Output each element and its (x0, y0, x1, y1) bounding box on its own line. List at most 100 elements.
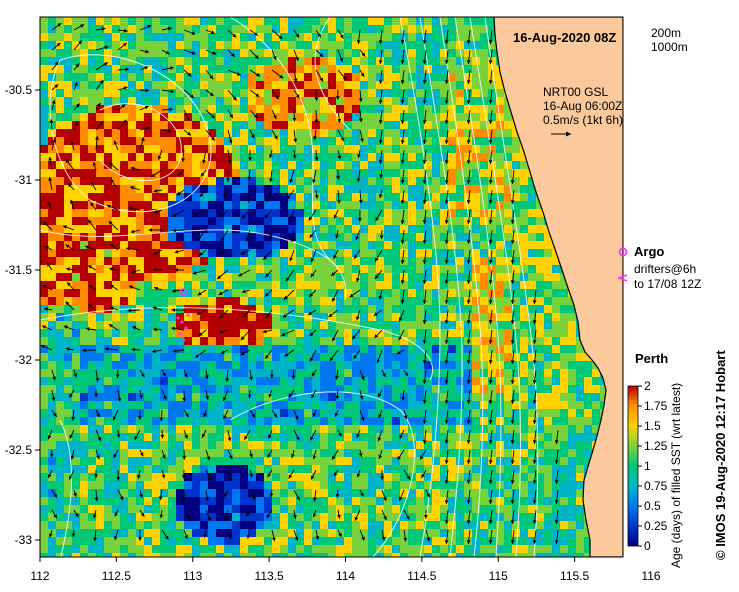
sst-pixel (456, 233, 464, 241)
sst-pixel (240, 49, 248, 57)
sst-pixel (408, 33, 416, 41)
sst-pixel (368, 49, 376, 57)
sst-pixel (544, 361, 552, 369)
sst-pixel (96, 185, 104, 193)
sst-pixel (104, 177, 112, 185)
sst-pixel (368, 241, 376, 249)
sst-pixel (272, 369, 280, 377)
sst-pixel (400, 121, 408, 129)
sst-pixel (96, 257, 104, 265)
sst-pixel (320, 257, 328, 265)
sst-pixel (176, 17, 184, 25)
sst-pixel (40, 57, 48, 65)
sst-pixel (448, 409, 456, 417)
sst-pixel (120, 217, 128, 225)
sst-pixel (200, 265, 208, 273)
sst-pixel (88, 281, 96, 289)
sst-pixel (208, 369, 216, 377)
sst-pixel (504, 289, 512, 297)
sst-pixel (256, 81, 264, 89)
sst-pixel (168, 25, 176, 33)
sst-pixel (392, 265, 400, 273)
sst-pixel (440, 369, 448, 377)
sst-pixel (168, 457, 176, 465)
sst-pixel (560, 505, 568, 513)
sst-pixel (352, 441, 360, 449)
sst-pixel (296, 209, 304, 217)
sst-pixel (552, 361, 560, 369)
sst-pixel (40, 553, 48, 557)
sst-pixel (296, 353, 304, 361)
sst-pixel (376, 153, 384, 161)
sst-pixel (112, 257, 120, 265)
sst-pixel (128, 65, 136, 73)
sst-pixel (72, 169, 80, 177)
sst-pixel (256, 137, 264, 145)
sst-pixel (272, 73, 280, 81)
sst-pixel (248, 113, 256, 121)
sst-pixel (176, 505, 184, 513)
sst-pixel (576, 513, 584, 521)
sst-pixel (576, 353, 584, 361)
sst-pixel (248, 297, 256, 305)
sst-pixel (88, 361, 96, 369)
sst-pixel (136, 201, 144, 209)
sst-pixel (48, 249, 56, 257)
sst-pixel (560, 465, 568, 473)
sst-pixel (152, 553, 160, 557)
sst-pixel (192, 193, 200, 201)
sst-pixel (200, 369, 208, 377)
sst-pixel (280, 161, 288, 169)
sst-pixel (424, 233, 432, 241)
sst-pixel (360, 241, 368, 249)
sst-pixel (200, 305, 208, 313)
sst-pixel (480, 345, 488, 353)
sst-pixel (80, 233, 88, 241)
sst-pixel (328, 137, 336, 145)
sst-pixel (224, 25, 232, 33)
sst-pixel (448, 425, 456, 433)
sst-pixel (304, 185, 312, 193)
sst-pixel (360, 233, 368, 241)
sst-pixel (192, 169, 200, 177)
sst-pixel (408, 353, 416, 361)
sst-pixel (528, 513, 536, 521)
sst-pixel (304, 425, 312, 433)
sst-pixel (280, 41, 288, 49)
sst-pixel (560, 297, 568, 305)
sst-pixel (304, 369, 312, 377)
sst-pixel (80, 505, 88, 513)
sst-pixel (336, 473, 344, 481)
sst-pixel (168, 313, 176, 321)
sst-pixel (200, 185, 208, 193)
sst-pixel (136, 361, 144, 369)
sst-pixel (304, 345, 312, 353)
sst-pixel (512, 409, 520, 417)
sst-pixel (104, 105, 112, 113)
sst-pixel (568, 353, 576, 361)
sst-pixel (80, 249, 88, 257)
sst-pixel (280, 553, 288, 557)
sst-pixel (472, 401, 480, 409)
sst-pixel (128, 441, 136, 449)
sst-pixel (392, 273, 400, 281)
sst-pixel (192, 505, 200, 513)
sst-pixel (408, 369, 416, 377)
sst-pixel (360, 225, 368, 233)
sst-pixel (400, 385, 408, 393)
sst-pixel (440, 553, 448, 557)
sst-pixel (584, 545, 592, 553)
sst-pixel (336, 449, 344, 457)
sst-pixel (368, 529, 376, 537)
sst-pixel (72, 113, 80, 121)
sst-pixel (232, 41, 240, 49)
sst-pixel (232, 49, 240, 57)
sst-pixel (344, 281, 352, 289)
sst-pixel (264, 105, 272, 113)
sst-pixel (136, 161, 144, 169)
sst-pixel (424, 313, 432, 321)
sst-pixel (368, 425, 376, 433)
sst-pixel (280, 457, 288, 465)
sst-pixel (376, 497, 384, 505)
sst-pixel (496, 449, 504, 457)
